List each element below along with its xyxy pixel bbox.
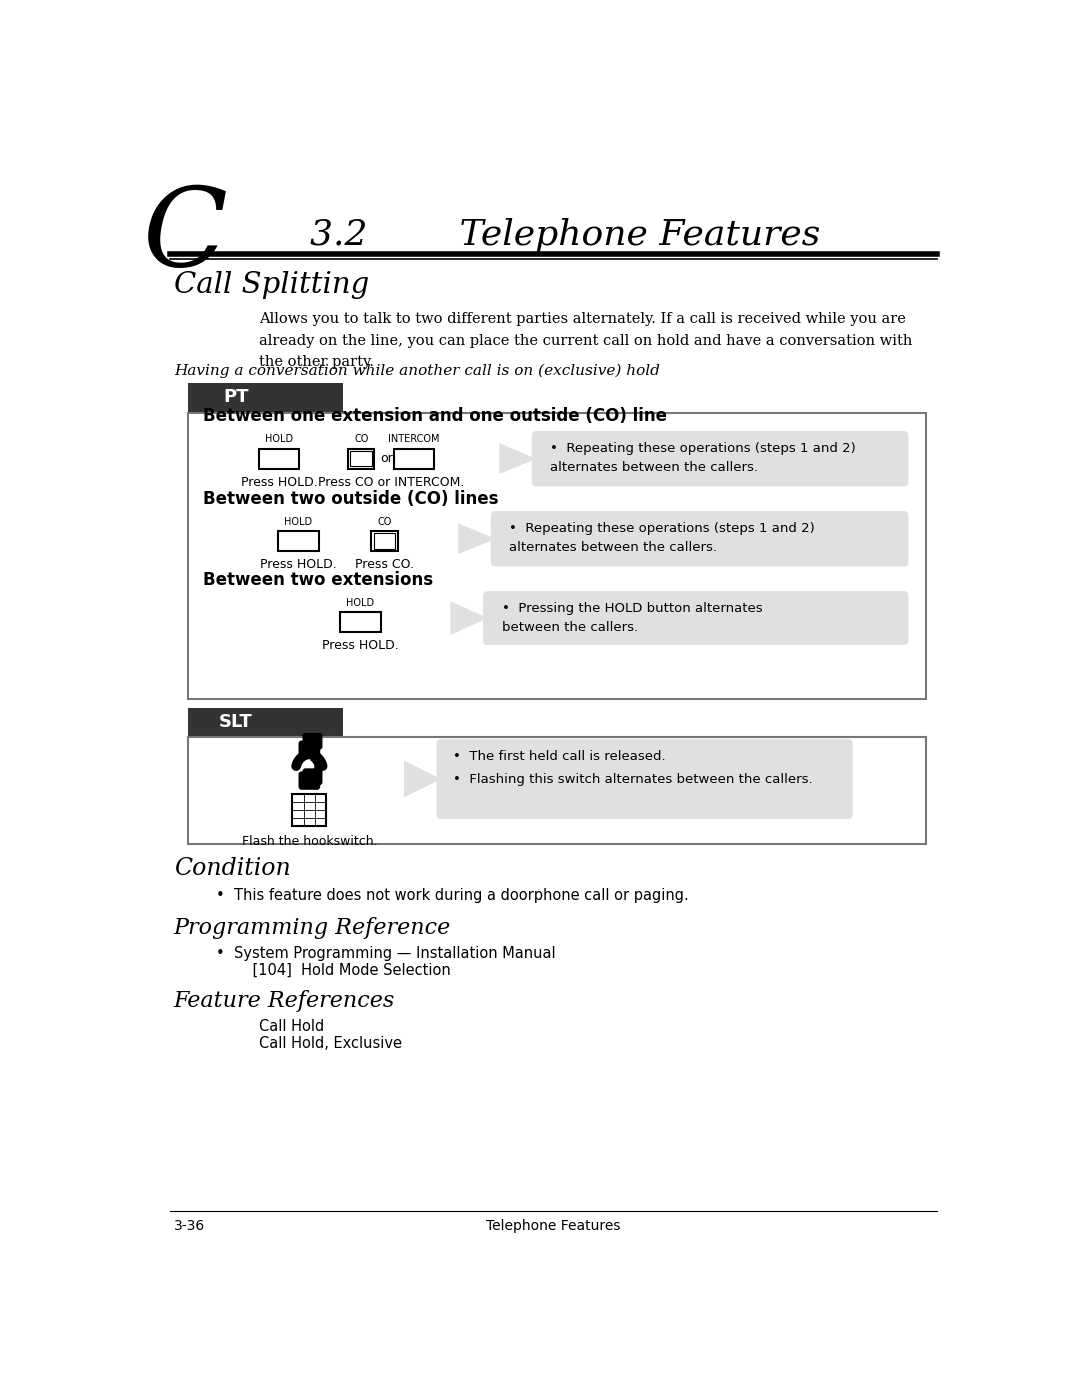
Text: Call Hold: Call Hold: [259, 1020, 324, 1034]
Text: or: or: [380, 453, 393, 465]
FancyBboxPatch shape: [293, 793, 326, 826]
Text: [104]  Hold Mode Selection: [104] Hold Mode Selection: [234, 964, 451, 978]
FancyBboxPatch shape: [374, 534, 395, 549]
Text: Feature References: Feature References: [174, 990, 395, 1011]
FancyBboxPatch shape: [298, 740, 321, 759]
Text: •  Flashing this switch alternates between the callers.: • Flashing this switch alternates betwee…: [453, 773, 812, 787]
Text: Press HOLD.: Press HOLD.: [241, 476, 318, 489]
Text: 3-36: 3-36: [174, 1220, 205, 1234]
Text: C: C: [143, 182, 228, 289]
FancyBboxPatch shape: [188, 383, 342, 412]
Text: Call Splitting: Call Splitting: [174, 271, 369, 299]
Text: Press CO.: Press CO.: [355, 559, 414, 571]
Text: CO: CO: [377, 517, 392, 527]
Text: Press CO or INTERCOM.: Press CO or INTERCOM.: [318, 476, 464, 489]
FancyBboxPatch shape: [436, 739, 852, 819]
Text: Flash the hookswitch.: Flash the hookswitch.: [242, 835, 377, 848]
FancyBboxPatch shape: [483, 591, 908, 645]
Text: Press HOLD.: Press HOLD.: [260, 559, 337, 571]
Text: CO: CO: [354, 434, 368, 444]
Text: INTERCOM: INTERCOM: [388, 434, 440, 444]
FancyBboxPatch shape: [394, 448, 434, 469]
Ellipse shape: [303, 746, 315, 753]
Text: Allows you to talk to two different parties alternately. If a call is received w: Allows you to talk to two different part…: [259, 313, 913, 369]
FancyBboxPatch shape: [303, 733, 322, 749]
Text: Between one extension and one outside (CO) line: Between one extension and one outside (C…: [203, 408, 667, 425]
Text: HOLD: HOLD: [347, 598, 375, 608]
FancyBboxPatch shape: [259, 448, 299, 469]
Text: PT: PT: [222, 388, 248, 407]
FancyBboxPatch shape: [531, 432, 908, 486]
FancyBboxPatch shape: [279, 531, 319, 550]
FancyBboxPatch shape: [188, 738, 926, 844]
FancyBboxPatch shape: [340, 612, 380, 631]
Text: 3.2        Telephone Features: 3.2 Telephone Features: [310, 218, 820, 253]
Text: Having a conversation while another call is on (exclusive) hold: Having a conversation while another call…: [174, 363, 660, 379]
Polygon shape: [450, 601, 488, 636]
Polygon shape: [458, 524, 496, 555]
FancyBboxPatch shape: [188, 412, 926, 698]
Text: Between two outside (CO) lines: Between two outside (CO) lines: [203, 490, 499, 507]
Text: HOLD: HOLD: [265, 434, 293, 444]
Text: HOLD: HOLD: [284, 517, 312, 527]
Text: •  This feature does not work during a doorphone call or paging.: • This feature does not work during a do…: [216, 887, 689, 902]
Text: Telephone Features: Telephone Features: [486, 1220, 621, 1234]
Text: Between two extensions: Between two extensions: [203, 570, 433, 588]
FancyBboxPatch shape: [303, 768, 322, 784]
FancyBboxPatch shape: [298, 771, 321, 789]
Text: Programming Reference: Programming Reference: [174, 918, 451, 939]
Polygon shape: [404, 760, 441, 798]
Text: Condition: Condition: [174, 856, 291, 880]
Polygon shape: [499, 443, 537, 474]
FancyBboxPatch shape: [372, 531, 397, 550]
Text: •  The first held call is released.: • The first held call is released.: [453, 750, 665, 763]
Text: •  Repeating these operations (steps 1 and 2)
alternates between the callers.: • Repeating these operations (steps 1 an…: [551, 441, 856, 474]
Text: •  Pressing the HOLD button alternates
between the callers.: • Pressing the HOLD button alternates be…: [501, 602, 762, 634]
FancyBboxPatch shape: [350, 451, 373, 467]
Text: Call Hold, Exclusive: Call Hold, Exclusive: [259, 1037, 402, 1052]
FancyBboxPatch shape: [348, 448, 375, 469]
FancyBboxPatch shape: [490, 511, 908, 567]
Text: •  System Programming — Installation Manual: • System Programming — Installation Manu…: [216, 946, 556, 961]
Text: •  Repeating these operations (steps 1 and 2)
alternates between the callers.: • Repeating these operations (steps 1 an…: [510, 522, 815, 553]
FancyBboxPatch shape: [188, 708, 342, 738]
Text: Press HOLD.: Press HOLD.: [322, 640, 399, 652]
Text: SLT: SLT: [219, 712, 253, 731]
